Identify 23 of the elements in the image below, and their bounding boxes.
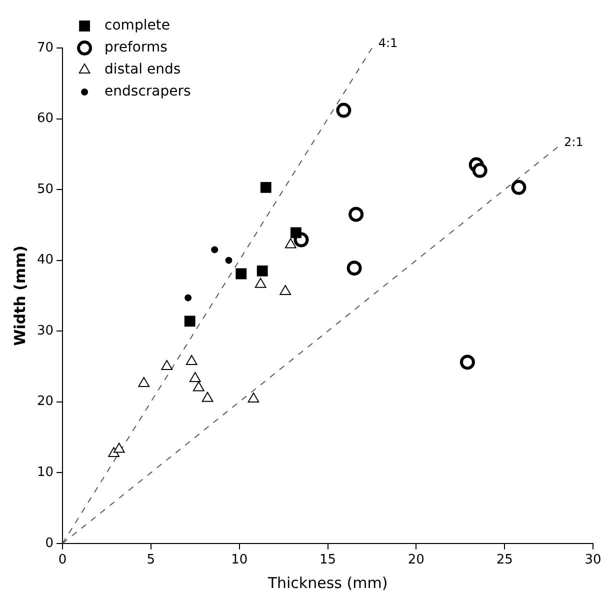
y-tick-label: 40 bbox=[36, 252, 54, 268]
legend-label: complete bbox=[104, 18, 170, 34]
y-tick-label: 70 bbox=[36, 40, 54, 56]
x-tick-label: 20 bbox=[408, 552, 424, 568]
x-tick-label: 10 bbox=[231, 552, 248, 568]
legend-label: endscrapers bbox=[104, 84, 191, 100]
y-tick-label: 50 bbox=[36, 182, 54, 197]
y-tick-label: 60 bbox=[36, 111, 54, 126]
annotation: 4:1 bbox=[378, 36, 398, 50]
x-tick-label: 0 bbox=[58, 552, 67, 568]
x-tick-label: 30 bbox=[584, 552, 602, 568]
legend-label: distal ends bbox=[104, 62, 181, 78]
y-tick-label: 10 bbox=[36, 465, 54, 480]
y-tick-label: 20 bbox=[36, 394, 54, 410]
x-tick-label: 5 bbox=[146, 552, 156, 568]
legend-label: preforms bbox=[104, 40, 168, 56]
x-axis-title: Thickness (mm) bbox=[266, 574, 388, 592]
x-tick-label: 15 bbox=[320, 552, 336, 568]
y-tick-label: 30 bbox=[36, 323, 54, 338]
y-tick-label: 0 bbox=[45, 536, 54, 551]
x-tick-label: 25 bbox=[496, 552, 513, 568]
y-axis-title: Width (mm) bbox=[10, 245, 29, 346]
annotation: 2:1 bbox=[564, 135, 584, 150]
